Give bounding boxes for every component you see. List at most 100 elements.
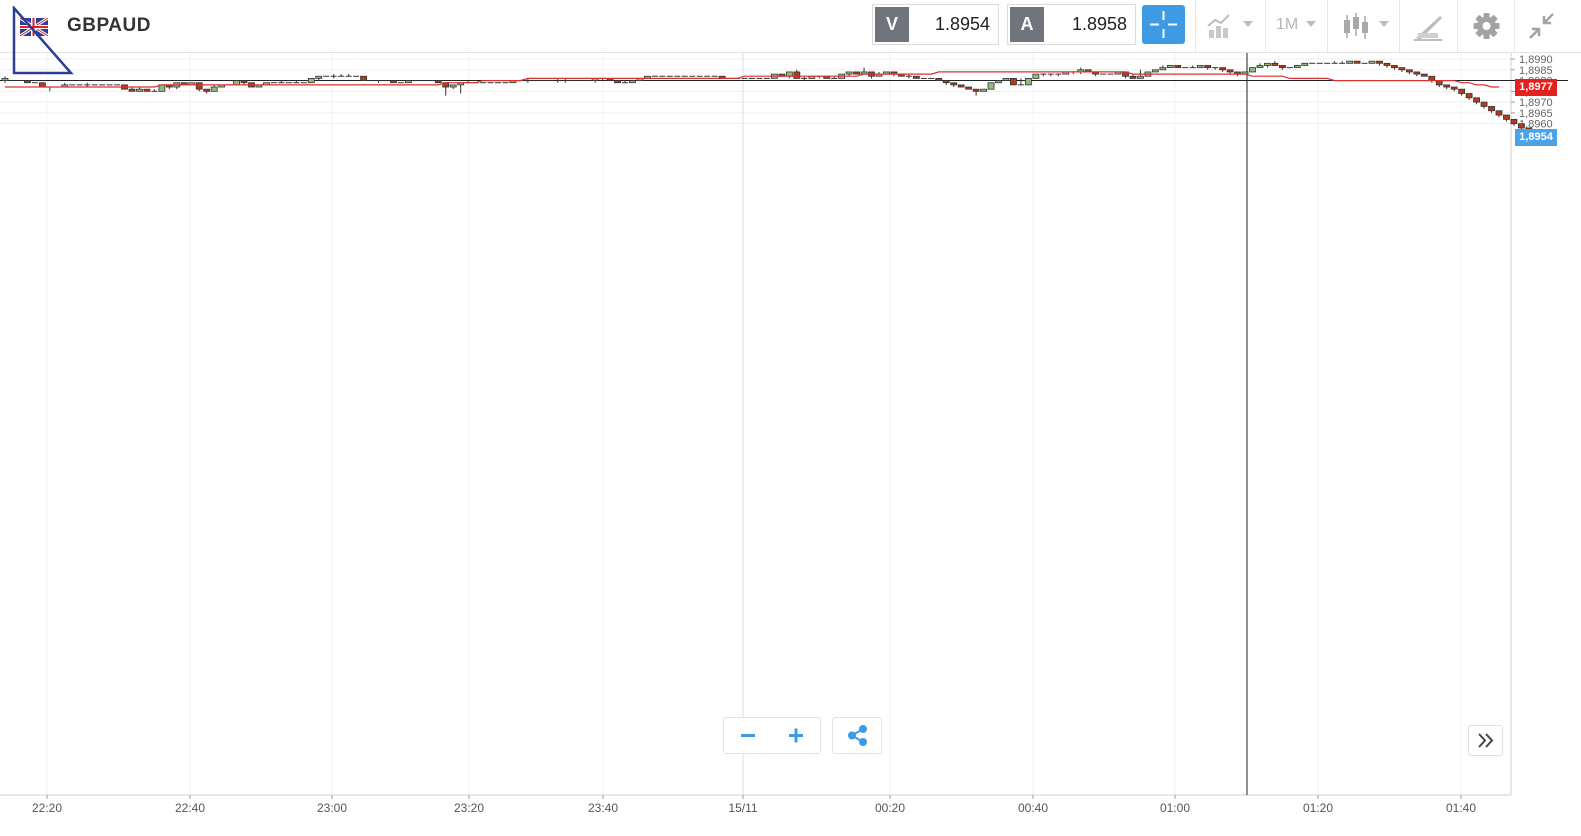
candle-body (1271, 62, 1279, 66)
candle-body (1226, 69, 1234, 73)
chevron-down-icon (1243, 21, 1253, 27)
candle-body (1376, 60, 1383, 64)
time-tick-label: 15/11 (728, 801, 757, 815)
candle-body (1420, 73, 1428, 77)
candle-body (1, 78, 9, 81)
crosshair-button[interactable] (1142, 5, 1185, 44)
candle-body (1428, 75, 1436, 81)
candle-body (1413, 71, 1421, 75)
candle-body (195, 82, 203, 90)
candle-body (1002, 78, 1010, 81)
zoom-controls (723, 717, 821, 754)
candle-body (404, 80, 412, 84)
candle-body (1137, 75, 1144, 79)
candle-body (1450, 86, 1458, 90)
candle-body (614, 80, 621, 84)
candle-body (1174, 65, 1182, 69)
sell-price: 1.8954 (934, 14, 990, 34)
candle-body (128, 88, 136, 92)
candle-body (143, 88, 151, 92)
candle-body (972, 88, 980, 92)
candle-body (24, 80, 31, 84)
candle-style-button[interactable] (1327, 0, 1399, 52)
sell-quote[interactable]: V 1.8954 (872, 4, 999, 45)
candle-body (1024, 78, 1032, 86)
time-tick-label: 23:20 (454, 801, 484, 815)
candle-body (987, 82, 995, 90)
timeframe-label: 1M (1276, 16, 1299, 33)
candle-body (38, 82, 46, 88)
share-icon (848, 725, 867, 746)
candle-body (965, 86, 973, 90)
candle-body (360, 75, 367, 81)
settings-button[interactable] (1457, 0, 1514, 52)
timeframe-button[interactable]: 1M (1265, 0, 1327, 52)
candle-body (1129, 75, 1137, 79)
candle-body (1488, 106, 1495, 112)
minus-icon (741, 734, 755, 737)
share-button[interactable] (832, 717, 882, 754)
candle-body (980, 88, 987, 92)
candle-body (1435, 80, 1443, 86)
candle-body (1368, 60, 1376, 64)
top-bar: GBPAUD V 1.8954 A 1.8958 1M (0, 0, 1581, 53)
price-tick-label: 1,8960 (1519, 119, 1553, 131)
time-tick-label: 01:40 (1446, 801, 1476, 815)
zoom-in-button[interactable] (772, 718, 820, 753)
chart-type-icon (1207, 14, 1230, 38)
candle-body (390, 80, 397, 84)
candle-body (1510, 118, 1518, 125)
candle-body (1473, 97, 1480, 103)
candle-body (1398, 67, 1406, 71)
cursor-price-label: 1,8977 (1515, 79, 1557, 97)
candle-body (1391, 65, 1398, 69)
candle-body (449, 84, 457, 88)
buy-label: A (1010, 7, 1044, 42)
minimize-button[interactable] (1514, 0, 1581, 52)
candle-body (1278, 65, 1286, 69)
chart-type-button[interactable] (1195, 0, 1265, 52)
gear-icon (1473, 13, 1500, 39)
candle-body (434, 80, 442, 84)
candle-body (1405, 69, 1413, 73)
candle-body (845, 71, 853, 75)
candle-body (210, 86, 218, 92)
candle-body (853, 71, 860, 75)
minimize-icon (1529, 13, 1554, 39)
buy-price: 1.8958 (1071, 14, 1127, 34)
candle-body (793, 71, 801, 79)
candle-body (1264, 62, 1271, 66)
crosshair-icon (1150, 11, 1177, 38)
candle-body (1301, 62, 1309, 66)
candle-body (1458, 88, 1466, 94)
candle-body (950, 82, 958, 86)
symbol-name: GBPAUD (67, 15, 151, 36)
buy-quote[interactable]: A 1.8958 (1007, 4, 1136, 45)
candle-body (240, 80, 248, 84)
scroll-to-latest-button[interactable] (1468, 725, 1503, 756)
drawing-tool-icon (1414, 16, 1442, 41)
candle-body (203, 88, 211, 92)
candle-body (1151, 69, 1159, 73)
plus-icon (789, 728, 803, 743)
candle-body (942, 80, 950, 84)
candlestick-chart[interactable]: 1,89901,89851,89801,89751,89701,89651,89… (0, 53, 1581, 836)
moving-average-line (5, 71, 1499, 88)
zoom-out-button[interactable] (724, 718, 772, 753)
candle-body (1353, 60, 1361, 64)
candle-body (1204, 65, 1212, 69)
time-tick-label: 23:00 (317, 801, 347, 815)
candle-body (307, 78, 315, 84)
time-tick-label: 00:40 (1018, 801, 1048, 815)
candle-body (935, 78, 943, 81)
flag-icon (12, 6, 74, 75)
candle-body (1495, 110, 1503, 116)
time-tick-label: 01:00 (1160, 801, 1190, 815)
candle-body (1196, 65, 1204, 69)
candle-body (912, 75, 920, 79)
drawing-tools-button[interactable] (1399, 0, 1457, 52)
candle-body (1480, 101, 1488, 107)
candle-body (1383, 62, 1391, 66)
candle-body (1503, 114, 1510, 120)
candle-body (1219, 67, 1227, 71)
